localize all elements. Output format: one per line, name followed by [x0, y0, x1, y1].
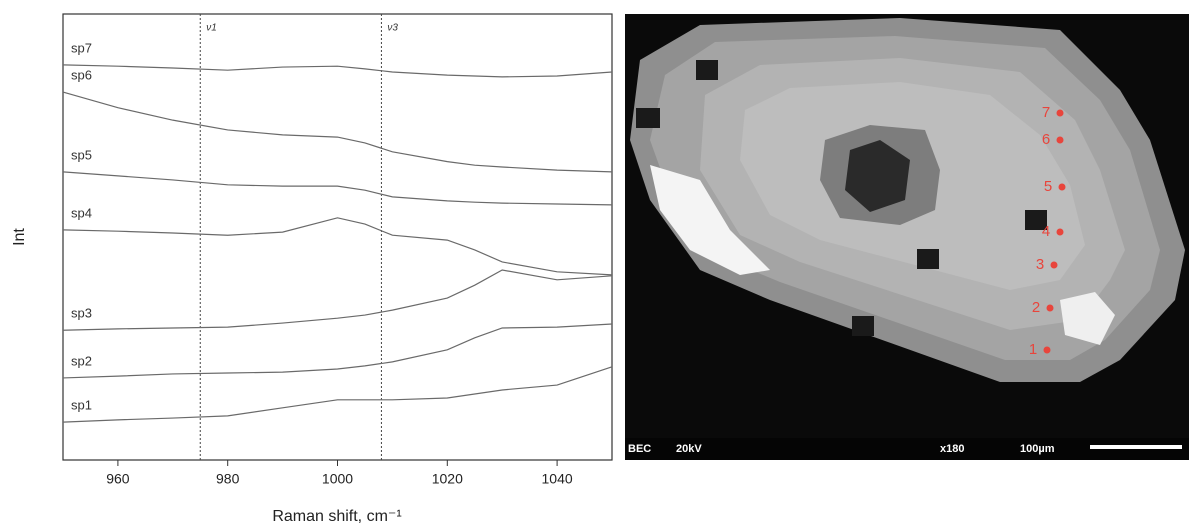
spot-label: 6	[1042, 131, 1050, 148]
x-tick-label: 1020	[432, 471, 463, 487]
spot-label: 5	[1044, 178, 1052, 195]
series-label: sp2	[71, 353, 92, 368]
spot-marker	[1059, 184, 1066, 191]
spot-label: 4	[1042, 223, 1050, 240]
spot-marker	[1051, 262, 1058, 269]
x-tick-label: 1000	[322, 471, 353, 487]
series-label: sp3	[71, 306, 92, 321]
series-label: sp6	[71, 67, 92, 82]
magnification: x180	[940, 443, 964, 455]
series-label: sp4	[71, 205, 92, 220]
spot-label: 1	[1029, 341, 1037, 358]
spot-marker	[1044, 347, 1051, 354]
spot-label: 2	[1032, 299, 1040, 316]
scale-label: 100µm	[1020, 443, 1055, 455]
reference-label: ν3	[387, 23, 398, 34]
x-axis-label: Raman shift, cm⁻¹	[272, 508, 401, 525]
micrograph: BEC 20kV x180 100µm	[625, 14, 1189, 460]
series-label: sp1	[71, 398, 92, 413]
detector-mode: BEC	[628, 443, 651, 455]
inclusion	[852, 316, 874, 336]
spot-marker	[1057, 137, 1064, 144]
x-tick-label: 960	[106, 471, 130, 487]
spot-label: 7	[1042, 104, 1050, 121]
spot-marker	[1057, 110, 1064, 117]
figure: Int Raman shift, cm⁻¹ BEC 20kV x180 100µ…	[0, 0, 1189, 531]
inclusion	[636, 108, 660, 128]
inclusion	[917, 249, 939, 269]
series-label: sp7	[71, 40, 92, 55]
x-tick-label: 980	[216, 471, 240, 487]
spot-label: 3	[1036, 256, 1044, 273]
y-axis-label: Int	[11, 228, 28, 246]
reference-label: ν1	[206, 23, 217, 34]
plot-frame	[63, 14, 612, 460]
spot-marker	[1057, 229, 1064, 236]
inclusion	[696, 60, 718, 80]
spot-marker	[1047, 305, 1054, 312]
x-tick-label: 1040	[542, 471, 573, 487]
voltage: 20kV	[676, 443, 702, 455]
series-label: sp5	[71, 147, 92, 162]
